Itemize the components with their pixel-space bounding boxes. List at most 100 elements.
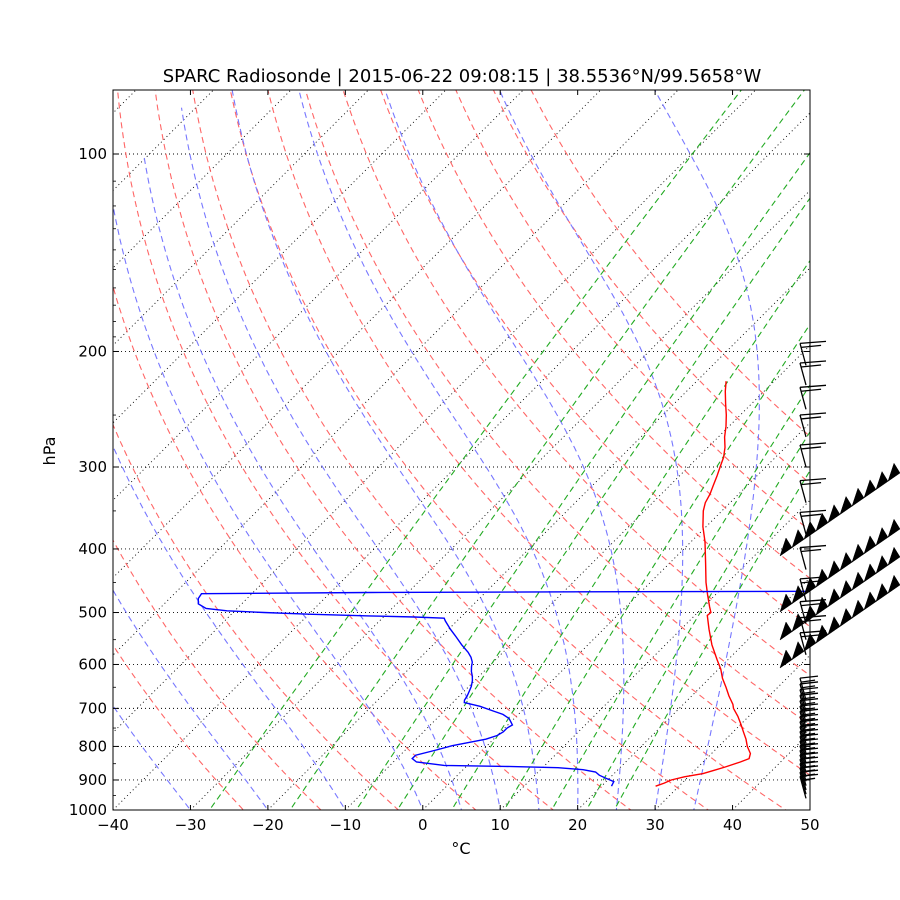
wind-barb xyxy=(799,632,807,655)
wind-barb xyxy=(799,547,807,570)
x-tick-label: 10 xyxy=(491,816,510,834)
wind-flag-row xyxy=(779,462,900,557)
moist-adiabat xyxy=(298,90,579,810)
x-tick-label: 30 xyxy=(646,816,665,834)
x-tick-label: −40 xyxy=(97,816,129,834)
barb-feather xyxy=(801,388,822,392)
dry-adiabat xyxy=(192,90,710,810)
wind-flag-row xyxy=(779,518,900,613)
mixing-ratio-line xyxy=(551,384,810,810)
isotherm-line xyxy=(113,90,292,269)
y-tick-label: 100 xyxy=(78,145,107,163)
isotherm-line xyxy=(113,90,137,114)
mixing-ratio-line xyxy=(613,469,810,810)
wind-barb xyxy=(799,745,807,768)
isotherm-line xyxy=(809,809,810,810)
isotherm-line xyxy=(113,90,447,424)
wind-barb xyxy=(799,387,807,410)
isotherm-line xyxy=(190,189,810,810)
wind-barb xyxy=(799,716,807,739)
y-tick-label: 400 xyxy=(78,540,107,558)
barb-feather xyxy=(801,364,822,368)
wind-barb xyxy=(799,759,807,782)
isotherm-line xyxy=(887,0,900,810)
y-tick-label: 1000 xyxy=(69,801,107,819)
barb-feather xyxy=(799,384,827,388)
x-axis-label: °C xyxy=(451,839,470,858)
isotherm-line xyxy=(113,90,215,192)
x-tick-label: 0 xyxy=(418,816,428,834)
chart-title: SPARC Radiosonde | 2015-06-22 09:08:15 |… xyxy=(163,66,762,87)
dry-adiabat xyxy=(113,284,477,810)
moist-adiabat xyxy=(143,153,463,810)
barb-feather xyxy=(799,544,827,549)
background-lines xyxy=(0,0,900,810)
wind-barb xyxy=(799,726,807,749)
barb-feather xyxy=(799,675,819,679)
wind-barb xyxy=(799,700,807,723)
barb-feather xyxy=(800,690,816,695)
x-tick-label: −10 xyxy=(330,816,362,834)
isotherm-line xyxy=(0,0,37,810)
y-tick-label: 700 xyxy=(78,699,107,717)
wind-barb xyxy=(799,721,807,744)
x-tick-label: 20 xyxy=(568,816,587,834)
dry-adiabat xyxy=(229,90,787,810)
isotherm-line xyxy=(345,344,810,810)
barb-feather xyxy=(799,442,827,446)
wind-barb xyxy=(799,683,807,707)
wind-barb xyxy=(799,711,807,734)
isotherm-line xyxy=(577,577,810,810)
wind-barb xyxy=(799,444,807,468)
y-tick-label: 300 xyxy=(78,458,107,476)
moist-adiabat xyxy=(498,90,684,810)
axis-ticks: −40 −30 −20 −10 0 10 20 30 40 50 100 200 300 400 500 60… xyxy=(69,90,820,834)
isotherm-line xyxy=(113,90,679,656)
barb-feather xyxy=(801,481,822,486)
y-tick-label: 600 xyxy=(78,655,107,673)
dry-adiabat xyxy=(304,90,810,726)
dry-adiabat xyxy=(380,90,810,628)
wind-barb xyxy=(799,776,807,799)
x-tick-label: −20 xyxy=(252,816,284,834)
dry-adiabat xyxy=(342,90,810,677)
barb-feather xyxy=(799,340,827,345)
barb-feather xyxy=(801,548,822,553)
wind-barb xyxy=(799,731,807,754)
wind-barb xyxy=(799,736,807,759)
wind-flag-row xyxy=(779,546,900,641)
wind-barb xyxy=(799,578,807,602)
barb-feather xyxy=(800,679,816,683)
wind-barb xyxy=(799,512,807,535)
dry-adiabat xyxy=(113,644,245,810)
wind-barb xyxy=(799,480,807,503)
y-tick-label: 200 xyxy=(78,342,107,360)
isotherm-line xyxy=(0,0,192,810)
mixing-ratio-line xyxy=(503,323,810,810)
barb-feather xyxy=(799,478,827,482)
isotherm-line xyxy=(113,90,524,501)
plot-frame xyxy=(112,89,811,811)
barb-feather xyxy=(801,513,822,517)
isotherm-line xyxy=(113,112,810,810)
wind-barb xyxy=(799,414,807,438)
moist-adiabat xyxy=(113,704,192,810)
barb-feather xyxy=(801,416,822,420)
barb-feather xyxy=(799,509,827,513)
barb-feather xyxy=(800,685,816,689)
isotherm-line xyxy=(732,731,810,810)
dewpoint-profile xyxy=(197,590,810,787)
moist-adiabat xyxy=(113,589,269,810)
isotherm-line xyxy=(0,0,115,810)
dry-adiabat xyxy=(113,423,400,810)
wind-barb xyxy=(799,772,807,795)
x-tick-label: 50 xyxy=(800,816,819,834)
wind-barbs xyxy=(779,340,900,799)
barb-feather xyxy=(801,344,822,348)
wind-barb xyxy=(799,695,807,718)
sounding-profiles xyxy=(197,381,810,787)
barb-feather xyxy=(799,360,827,364)
moist-adiabat xyxy=(113,202,424,810)
barb-feather xyxy=(801,618,822,623)
